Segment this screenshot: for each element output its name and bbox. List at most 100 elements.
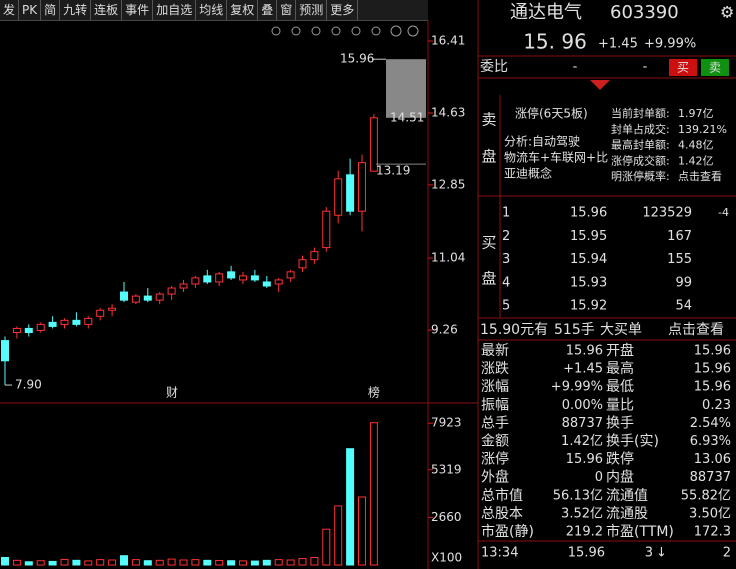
volume-bar bbox=[322, 528, 331, 566]
y-tick-label: 16.41 bbox=[431, 34, 465, 48]
toolbar-item[interactable]: 加自选 bbox=[153, 0, 197, 20]
candle-body bbox=[12, 327, 21, 333]
quote-value: 3.50亿 bbox=[689, 506, 731, 521]
quote-label: 涨停 bbox=[481, 451, 509, 468]
y-tick-label: 9.26 bbox=[431, 323, 458, 337]
quote-label: 市盈(TTM) bbox=[606, 523, 674, 540]
volume-bar bbox=[334, 505, 343, 566]
volume-bar bbox=[310, 556, 319, 566]
candle-body bbox=[322, 210, 331, 249]
vol-tick-label: 7923 bbox=[431, 416, 462, 430]
quote-value: 219.2 bbox=[566, 525, 603, 540]
volume-bar bbox=[12, 559, 21, 566]
stock-name: 通达电气 bbox=[510, 2, 582, 23]
volume-bar bbox=[1, 556, 9, 566]
quote-value: 88737 bbox=[690, 470, 731, 485]
y-tick-label: 12.85 bbox=[431, 177, 465, 191]
candle-body bbox=[108, 307, 117, 311]
stat-value[interactable]: 点击查看 bbox=[678, 169, 722, 183]
volume-bar bbox=[60, 558, 69, 566]
settings-icon[interactable]: ⚙ bbox=[720, 3, 734, 22]
toolbar-item[interactable]: 预测 bbox=[296, 0, 328, 20]
analysis[interactable]: 分析:自动驾驶 bbox=[504, 134, 580, 149]
quote-label: 市盈(静) bbox=[481, 523, 534, 540]
toolbar-item[interactable]: 简 bbox=[41, 0, 61, 20]
change-pct: +9.99% bbox=[644, 37, 696, 52]
volume-bar bbox=[120, 555, 128, 566]
quote-label: 开盘 bbox=[606, 342, 634, 359]
candle-body bbox=[24, 327, 33, 333]
volume-bar bbox=[155, 559, 164, 566]
section-title: 买 bbox=[481, 234, 496, 252]
candle-body bbox=[346, 174, 355, 212]
annotation: 14.51 bbox=[390, 110, 424, 124]
toolbar-item[interactable]: 连板 bbox=[91, 0, 123, 20]
label: 委比 bbox=[480, 59, 508, 75]
toolbar: 发 PK 简九转 连板 事件 加自选 均线 复权叠窗预测 更多 bbox=[0, 0, 428, 21]
trade-info[interactable]: 点击查看 bbox=[668, 322, 724, 338]
button-label[interactable]: 买 bbox=[677, 61, 689, 75]
toolbar-item[interactable]: 复权 bbox=[227, 0, 259, 20]
analysis[interactable]: 物流车+车联网+比 bbox=[504, 150, 608, 165]
price-range bbox=[386, 59, 426, 118]
bid-volume: 167 bbox=[667, 229, 692, 244]
quote-label: 跌停 bbox=[606, 451, 634, 468]
section-title: 盘 bbox=[481, 270, 496, 288]
quote-value: 15.96 bbox=[694, 380, 731, 395]
stat-value: 139.21% bbox=[678, 123, 727, 136]
volume-bar bbox=[48, 560, 57, 566]
toolbar-item[interactable]: 九转 bbox=[60, 0, 92, 20]
quote-value: 88737 bbox=[562, 416, 603, 431]
toolbar-item[interactable]: 发 bbox=[0, 0, 20, 20]
quote-value: 55.82亿 bbox=[681, 488, 731, 503]
level: 2 bbox=[502, 229, 510, 244]
chart-tools[interactable] bbox=[271, 25, 419, 37]
stat-value: 1.97亿 bbox=[678, 107, 714, 120]
quote-value: 0 bbox=[595, 470, 603, 485]
volume-bar bbox=[131, 559, 140, 566]
quote-value: 0.23 bbox=[702, 398, 731, 413]
candle-body bbox=[179, 283, 188, 289]
volume-bar bbox=[227, 560, 236, 566]
event-marker[interactable]: 榜 bbox=[368, 385, 380, 400]
stat-label: 明涨停概率: bbox=[611, 169, 670, 183]
candle-body bbox=[48, 321, 57, 327]
level: 4 bbox=[502, 275, 510, 290]
quote-label: 振幅 bbox=[481, 397, 509, 413]
quote-value: 1.42亿 bbox=[561, 434, 603, 449]
quote-label: 总股本 bbox=[481, 506, 523, 522]
quote-label: 换手 bbox=[606, 414, 634, 431]
quote-label: 外盘 bbox=[481, 469, 509, 486]
button[interactable] bbox=[669, 59, 697, 76]
button[interactable] bbox=[701, 59, 729, 76]
quote-value: 6.93% bbox=[690, 434, 731, 449]
time: 13:34 bbox=[481, 546, 518, 561]
analysis[interactable]: 亚迪概念 bbox=[504, 166, 552, 181]
candle-body bbox=[239, 275, 247, 281]
candle-body bbox=[143, 295, 152, 301]
bid-price: 15.95 bbox=[570, 229, 607, 244]
volume-bar bbox=[298, 558, 307, 566]
candle-body bbox=[369, 117, 378, 172]
candle-body bbox=[191, 277, 200, 285]
toolbar-item[interactable]: 事件 bbox=[122, 0, 154, 20]
toolbar-item[interactable]: PK bbox=[19, 0, 42, 20]
stat-value: 4.48亿 bbox=[678, 139, 714, 152]
y-tick-label: 11.04 bbox=[431, 251, 465, 265]
volume-bar bbox=[369, 422, 378, 566]
quote-value: 3.52亿 bbox=[561, 506, 603, 521]
candle-body bbox=[262, 281, 271, 287]
button-label[interactable]: 卖 bbox=[709, 61, 721, 75]
volume-bar bbox=[143, 560, 152, 566]
bid-change: -4 bbox=[718, 206, 729, 219]
vol-tick-label: 2660 bbox=[431, 510, 462, 524]
toolbar-item[interactable]: 均线 bbox=[196, 0, 228, 20]
event-marker[interactable]: 财 bbox=[166, 386, 178, 400]
volume-bar bbox=[191, 559, 200, 566]
down-arrow: ↓ bbox=[656, 546, 667, 561]
toolbar-item[interactable]: 更多 bbox=[327, 0, 359, 20]
toolbar-item[interactable]: 窗 bbox=[277, 0, 297, 20]
toolbar-item[interactable]: 叠 bbox=[258, 0, 278, 20]
stat-label: 封单占成交: bbox=[611, 122, 670, 136]
